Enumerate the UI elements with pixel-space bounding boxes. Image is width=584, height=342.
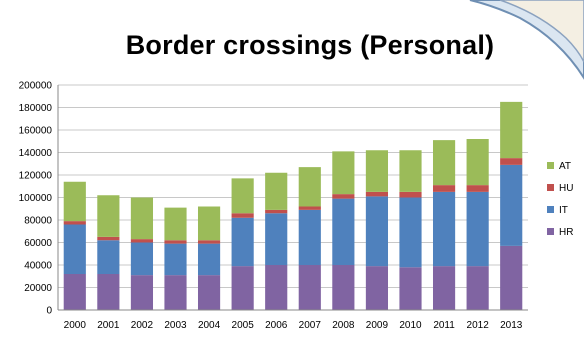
bar-segment-it xyxy=(365,196,389,267)
x-tick-label: 2011 xyxy=(433,320,455,331)
legend-swatch-at xyxy=(547,162,554,169)
bar-segment-hu xyxy=(164,240,187,244)
bar-segment-it xyxy=(63,224,86,274)
bar-segment-hu xyxy=(332,194,355,199)
bar-segment-at xyxy=(130,197,154,240)
bar-segment-hr xyxy=(298,265,321,310)
bar-segment-hr xyxy=(197,275,221,310)
x-tick-label: 2004 xyxy=(198,320,221,331)
legend-swatch-it xyxy=(547,206,554,213)
bar-segment-hu xyxy=(500,158,523,165)
bar-segment-hr xyxy=(97,274,120,310)
bar-segment-it xyxy=(298,209,321,265)
bar-segment-hu xyxy=(97,236,120,241)
x-tick-label: 2010 xyxy=(399,320,422,331)
y-tick-label: 60000 xyxy=(24,238,52,249)
bar-segment-hu xyxy=(130,239,154,243)
x-tick-label: 2009 xyxy=(366,320,389,331)
y-tick-label: 140000 xyxy=(19,148,53,159)
bar-segment-it xyxy=(432,191,456,267)
bar-segment-hu xyxy=(432,185,456,192)
y-tick-label: 100000 xyxy=(19,193,53,204)
y-tick-label: 200000 xyxy=(19,81,53,92)
bar-segment-at xyxy=(466,139,489,186)
bar-segment-hr xyxy=(63,274,86,310)
bar-segment-it xyxy=(332,198,355,265)
bar-segment-at xyxy=(265,172,288,210)
bar-segment-at xyxy=(399,150,422,192)
bar-segment-hr xyxy=(265,265,288,310)
bar-segment-hr xyxy=(466,266,489,310)
x-tick-label: 2001 xyxy=(97,320,120,331)
bar-segment-at xyxy=(63,181,86,222)
bar-segment-hr xyxy=(164,275,187,310)
x-tick-label: 2013 xyxy=(500,320,523,331)
bar-segment-it xyxy=(130,242,154,276)
bar-segment-hr xyxy=(399,267,422,310)
bar-segment-hr xyxy=(365,266,389,310)
x-tick-label: 2012 xyxy=(467,320,490,331)
bar-segment-hu xyxy=(265,209,288,214)
bar-segment-hu xyxy=(298,206,321,210)
x-tick-label: 2007 xyxy=(299,320,322,331)
bar-segment-it xyxy=(164,243,187,276)
legend-swatch-hr xyxy=(547,228,554,235)
legend-label-at: AT xyxy=(559,161,571,172)
bar-segment-hr xyxy=(130,275,154,310)
y-tick-label: 120000 xyxy=(19,171,53,182)
bar-segment-at xyxy=(500,101,523,159)
bar-segment-hu xyxy=(231,213,254,218)
chart-title: Border crossings (Personal) xyxy=(125,30,495,60)
y-tick-label: 20000 xyxy=(24,283,52,294)
legend-label-hr: HR xyxy=(559,227,573,238)
bar-segment-at xyxy=(432,140,456,186)
bar-segment-at xyxy=(164,207,187,241)
y-tick-label: 80000 xyxy=(24,216,52,227)
bar-segment-hu xyxy=(63,221,86,225)
x-tick-label: 2002 xyxy=(131,320,154,331)
bar-segment-at xyxy=(298,167,321,207)
bar-segment-it xyxy=(197,243,221,276)
legend: AT HU IT HR xyxy=(547,161,573,238)
bar-segment-at xyxy=(365,150,389,192)
y-tick-label: 180000 xyxy=(19,103,53,114)
gridlines xyxy=(58,84,528,311)
bar-segment-hr xyxy=(332,265,355,310)
y-tick-label: 40000 xyxy=(24,261,52,272)
bar-segment-it xyxy=(399,197,422,268)
bar-segment-at xyxy=(332,151,355,195)
bars xyxy=(63,101,523,310)
x-tick-label: 2003 xyxy=(164,320,187,331)
bar-segment-it xyxy=(97,240,120,274)
bar-segment-hr xyxy=(432,266,456,310)
bar-segment-hr xyxy=(500,245,523,310)
bar-segment-hu xyxy=(365,191,389,197)
x-tick-label: 2005 xyxy=(232,320,255,331)
bar-segment-hu xyxy=(466,185,489,192)
x-tick-label: 2006 xyxy=(265,320,288,331)
legend-label-hu: HU xyxy=(559,183,573,194)
bar-segment-hu xyxy=(197,240,221,244)
legend-swatch-hu xyxy=(547,184,554,191)
bar-segment-hu xyxy=(399,191,422,198)
x-tick-label: 2000 xyxy=(64,320,87,331)
y-tick-label: 160000 xyxy=(19,126,53,137)
bar-segment-at xyxy=(197,206,221,241)
x-tick-label: 2008 xyxy=(332,320,355,331)
bar-segment-at xyxy=(97,195,120,237)
y-tick-label: 0 xyxy=(46,306,52,317)
axes: 0 20000 40000 60000 80000 100000 120000 140000 1… xyxy=(19,81,528,331)
bar-segment-it xyxy=(500,164,523,246)
legend-label-it: IT xyxy=(559,205,568,216)
bar-segment-it xyxy=(466,191,489,267)
bar-segment-hr xyxy=(231,266,254,310)
bar-segment-it xyxy=(231,217,254,267)
bar-segment-at xyxy=(231,178,254,214)
bar-segment-it xyxy=(265,213,288,265)
